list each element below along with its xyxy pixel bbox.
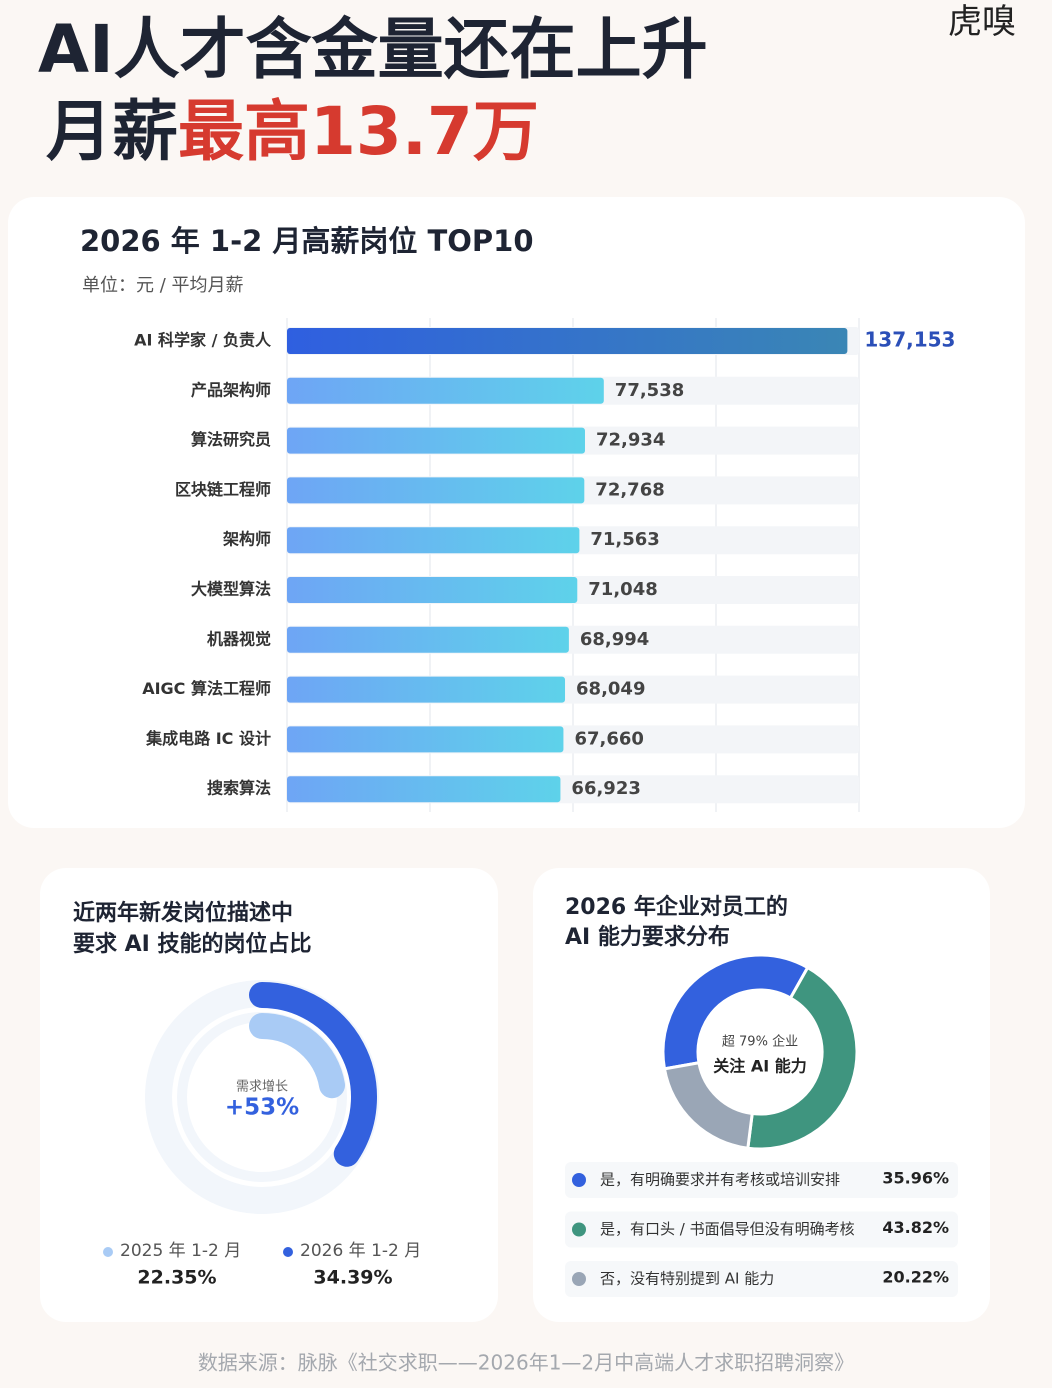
center-value: +53% [225, 1095, 299, 1121]
bar-chart: AI 科学家 / 负责人 137,153 产品架构师 77,538 算法研究员 72,93… [134, 318, 955, 812]
legend-dot [103, 1247, 113, 1257]
category-label: 产品架构师 [191, 380, 271, 399]
legend-label: 2025 年 1-2 月 [120, 1241, 241, 1261]
headline: 月薪最高13.7万 [46, 93, 539, 170]
legend-label: 2026 年 1-2 月 [300, 1241, 421, 1261]
legend-row [565, 1162, 958, 1198]
chart-title: 2026 年企业对员工的 [565, 894, 788, 920]
bar [287, 328, 848, 354]
category-label: 架构师 [222, 530, 271, 549]
category-label: 区块链工程师 [175, 480, 271, 499]
legend-dot [572, 1272, 586, 1286]
headline-highlight: 最高13.7万 [178, 93, 539, 170]
chart-title: 2026 年 1-2 月高薪岗位 TOP10 [80, 224, 534, 258]
value-label: 43.82% [882, 1218, 949, 1237]
category-label: 大模型算法 [191, 580, 271, 599]
value-label: 72,934 [596, 430, 665, 451]
radial-chart: 2025 年 1-2 月 22.35% 2026 年 1-2 月 34.39% 需求增长… [103, 980, 421, 1289]
legend-label: 是，有口头 / 书面倡导但没有明确考核 [600, 1220, 855, 1238]
value-label: 22.35% [137, 1267, 216, 1289]
value-label: 72,768 [595, 479, 664, 500]
bar [287, 676, 566, 703]
headline-prefix: 月薪 [46, 93, 178, 170]
legend-label: 是，有明确要求并有考核或培训安排 [600, 1171, 840, 1189]
category-label: 搜索算法 [207, 779, 271, 798]
value-label: 137,153 [864, 328, 955, 352]
legend-row [565, 1211, 958, 1248]
arc [249, 982, 377, 1167]
value-label: 77,538 [615, 380, 684, 401]
source: 数据来源：脉脉《社交求职——2026年1—2月中高端人才求职招聘洞察》 [198, 1351, 854, 1375]
chart-title: 近两年新发岗位描述中 [73, 900, 293, 926]
bar [287, 577, 578, 603]
value-label: 67,660 [574, 728, 643, 749]
value-label: 68,049 [576, 679, 645, 700]
headline: AI人才含金量还在上升 [38, 11, 708, 88]
arc [249, 1013, 346, 1099]
bar [287, 527, 580, 554]
chart-title: 要求 AI 技能的岗位占比 [73, 931, 312, 957]
donut-chart: 是，有明确要求并有考核或培训安排 35.96% 是，有口头 / 书面倡导但没有明确考… [565, 953, 958, 1297]
bar [287, 477, 585, 504]
legend-row [565, 1261, 958, 1297]
value-label: 34.39% [313, 1267, 392, 1289]
bar [287, 776, 561, 803]
category-label: 集成电路 IC 设计 [145, 729, 271, 748]
value-label: 71,048 [588, 579, 657, 600]
category-label: AIGC 算法工程师 [142, 679, 271, 698]
legend-dot [283, 1247, 293, 1257]
legend-dot [572, 1173, 586, 1187]
legend-dot [572, 1222, 586, 1237]
value-label: 66,923 [571, 778, 640, 799]
value-label: 35.96% [882, 1169, 949, 1188]
center-label: 需求增长 [236, 1080, 288, 1095]
category-label: 算法研究员 [191, 430, 271, 449]
bar [287, 377, 604, 404]
center-label: 超 79% 企业 [722, 1034, 798, 1050]
value-label: 68,994 [580, 629, 649, 650]
donut-slice [661, 953, 810, 1071]
category-label: AI 科学家 / 负责人 [134, 331, 272, 350]
legend-label: 否，没有特别提到 AI 能力 [600, 1270, 774, 1288]
logo: 虎嗅 [948, 2, 1016, 42]
chart-title: AI 能力要求分布 [565, 924, 730, 950]
center-value: 关注 AI 能力 [713, 1057, 806, 1076]
category-label: 机器视觉 [207, 629, 271, 648]
donut-slice [662, 1061, 754, 1150]
bar [287, 626, 569, 653]
bar [287, 427, 585, 454]
donut-slice [746, 965, 859, 1151]
card [533, 868, 990, 1322]
chart-subtitle: 单位：元 / 平均月薪 [82, 275, 244, 296]
value-label: 20.22% [882, 1268, 949, 1287]
bar [287, 726, 564, 753]
value-label: 71,563 [590, 529, 659, 550]
